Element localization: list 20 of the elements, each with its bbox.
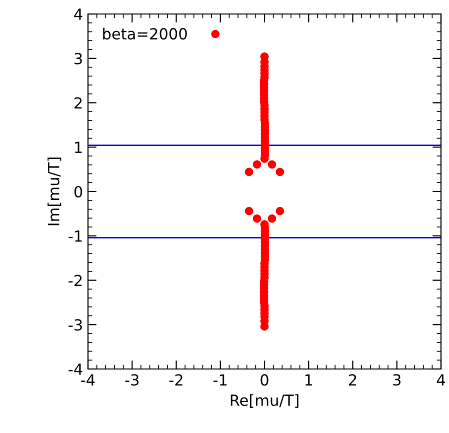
y-tick-label: 3 — [74, 52, 82, 64]
y-tick-label: -3 — [68, 319, 82, 331]
x-tick-label: 2 — [349, 374, 356, 386]
legend-label: beta=2000 — [103, 28, 187, 40]
x-axis-title: Re[mu/T] — [230, 394, 298, 408]
y-axis-title: Im[mu/T] — [48, 158, 62, 226]
y-tick-label: 2 — [74, 97, 82, 109]
x-tick-label: 3 — [393, 374, 401, 386]
y-tick-label: -1 — [68, 230, 82, 242]
y-tick-label: 1 — [75, 142, 82, 153]
x-tick-label: 4 — [436, 374, 446, 386]
y-tick-label: 4 — [74, 8, 82, 20]
x-tick-label: 1 — [305, 374, 312, 386]
x-tick-label: -2 — [169, 374, 182, 386]
x-tick-label: 0 — [260, 374, 268, 386]
y-tick-label: -4 — [68, 364, 82, 375]
x-tick-label: -3 — [125, 374, 139, 386]
y-tick-label: -2 — [68, 274, 82, 286]
x-tick-label: -1 — [214, 374, 227, 386]
y-tick-label: 0 — [74, 186, 82, 198]
